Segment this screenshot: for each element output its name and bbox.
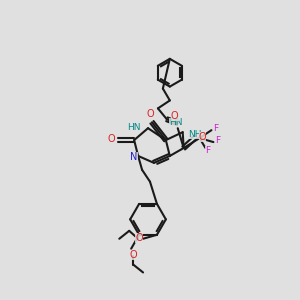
Text: NH: NH <box>188 130 201 139</box>
Text: F: F <box>215 136 220 145</box>
Text: O: O <box>129 250 137 260</box>
Text: F: F <box>205 146 210 155</box>
Text: N: N <box>130 152 138 162</box>
Text: O: O <box>146 109 154 119</box>
Text: HN: HN <box>128 123 141 132</box>
Text: O: O <box>171 111 178 121</box>
Text: F: F <box>213 124 218 133</box>
Text: O: O <box>199 132 206 142</box>
Text: HN: HN <box>169 118 182 127</box>
Text: O: O <box>135 233 143 243</box>
Text: O: O <box>107 134 115 144</box>
